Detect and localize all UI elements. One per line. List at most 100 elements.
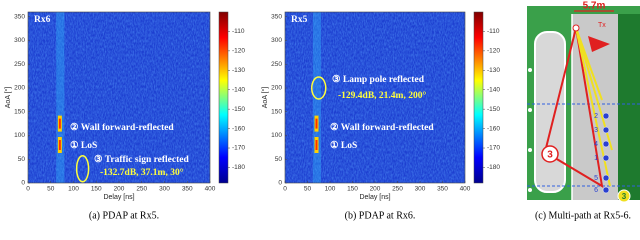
y-tick-label: 100 (14, 132, 25, 139)
x-tick-label: 400 (460, 186, 471, 193)
tx-arrow (588, 36, 610, 52)
building (534, 31, 566, 193)
y-tick-label: 300 (14, 37, 25, 44)
tx-label: Tx (598, 22, 606, 29)
spot-core (58, 118, 61, 129)
highlight (75, 155, 90, 183)
y-tick-label: 150 (271, 108, 282, 115)
x-tick-label: 50 (47, 186, 55, 193)
colorbar (473, 11, 484, 184)
y-tick-label: 0 (21, 180, 25, 187)
x-tick-label: 250 (136, 186, 147, 193)
annotation: ① LoS (330, 140, 357, 151)
y-tick-label: 150 (14, 108, 25, 115)
y-tick-label: 50 (18, 156, 26, 163)
x-tick-label: 150 (91, 186, 102, 193)
annotation: ③ Lamp pole reflected (332, 74, 425, 85)
colorbar-tick-label: -170 (487, 145, 500, 152)
annotation: -132.7dB, 37.1m, 30° (100, 167, 184, 178)
posts (528, 68, 532, 192)
heatmap-noise (28, 12, 210, 183)
x-tick-label: 200 (370, 186, 381, 193)
tx (572, 24, 580, 32)
rx-point-label: 2 (594, 113, 598, 120)
distance: 5.7m (583, 1, 606, 12)
median (618, 14, 640, 200)
y-tick-label: 200 (14, 85, 25, 92)
x-tick-label: 350 (437, 186, 448, 193)
rx-label: Rx5 (291, 15, 308, 25)
rx-point (602, 112, 610, 120)
y-tick-label: 300 (271, 37, 282, 44)
path-yellow-marker (617, 189, 631, 203)
panels: 0 50 100 150 200 250 300 350 400 0 50 100 150 200 250 3… (4, 11, 500, 221)
path-yellow (575, 27, 613, 187)
colorbar-tick-label: -160 (232, 125, 245, 132)
map: 5.7m Tx 3 3 2 3 4 1 5 6 (c) Multi-path at Rx5… (527, 1, 640, 221)
annotation: ② Wall forward-reflected (70, 122, 174, 133)
rx-point-label: 6 (594, 187, 598, 194)
y-tick-label: 350 (271, 13, 282, 20)
path-red-label: 3 (547, 150, 553, 161)
spot-core (315, 140, 318, 150)
rx-point-label: 5 (594, 175, 598, 182)
colorbar-tick-label: -130 (487, 67, 500, 74)
caption: (a) PDAP at Rx5. (89, 210, 159, 221)
colorbar-tick-label: -110 (487, 28, 500, 35)
x-axis-label: Delay [ns] (103, 194, 134, 201)
y-tick-label: 250 (271, 61, 282, 68)
colorbar-tick-label: -130 (232, 67, 245, 74)
colorbar-tick-label: -150 (487, 106, 500, 113)
y-tick-label: 350 (14, 13, 25, 20)
y-tick-label: 50 (275, 156, 283, 163)
colorbar-tick-label: -170 (232, 145, 245, 152)
delay-streak (56, 12, 65, 183)
path-red (543, 27, 604, 188)
colorbar-tick-label: -150 (232, 106, 245, 113)
rx-point-label: 4 (594, 141, 598, 148)
pdap-panel: 0 50 100 150 200 250 300 350 400 0 50 100 150 200 250 3… (4, 11, 245, 221)
spot-core (315, 118, 318, 129)
rx-point (602, 126, 610, 134)
annotation: ② Wall forward-reflected (330, 122, 434, 133)
colorbar-tick-label: -180 (487, 164, 500, 171)
y-tick-label: 0 (278, 180, 282, 187)
x-tick-label: 350 (182, 186, 193, 193)
rx-point (602, 186, 610, 194)
colorbar-tick-label: -120 (487, 48, 500, 55)
caption: (c) Multi-path at Rx5-6. (535, 210, 631, 221)
path-red-marker (541, 145, 559, 163)
highlight (311, 76, 327, 100)
figure: 0 50 100 150 200 250 300 350 4000501001502002503… (4, 1, 640, 221)
caption: (b) PDAP at Rx6. (345, 210, 416, 221)
rx-label: Rx6 (34, 15, 51, 25)
x-tick-label: 50 (304, 186, 312, 193)
y-axis-label: AoA [°] (4, 87, 12, 109)
colorbar-tick-label: -110 (232, 28, 245, 35)
rx-point (602, 140, 610, 148)
rx-point-label: 1 (594, 155, 598, 162)
x-tick-label: 0 (283, 186, 287, 193)
x-tick-label: 300 (159, 186, 170, 193)
y-tick-label: 250 (14, 61, 25, 68)
rx-point (602, 154, 610, 162)
delay-streak (312, 12, 321, 183)
annotation: -129.4dB, 21.4m, 200° (338, 90, 426, 101)
x-tick-label: 100 (325, 186, 336, 193)
colorbar-tick-label: -180 (232, 164, 245, 171)
colorbar-tick-label: -140 (487, 86, 500, 93)
colorbar-tick-label: -140 (232, 86, 245, 93)
spot-core (58, 140, 61, 150)
x-tick-label: 100 (68, 186, 79, 193)
y-axis-label: AoA [°] (261, 87, 269, 109)
x-axis-label: Delay [ns] (359, 194, 390, 201)
rx-point-label: 3 (594, 127, 598, 134)
colorbar-tick-label: -160 (487, 125, 500, 132)
colorbar-tick-label: -120 (232, 48, 245, 55)
x-tick-label: 150 (347, 186, 358, 193)
annotation: ③ Traffic sign reflected (94, 154, 189, 165)
x-tick-label: 200 (114, 186, 125, 193)
pdap-panel: 0 50 100 150 200 250 300 350 400 0 50 100 150 200 250 3… (261, 11, 500, 221)
rx-point (602, 174, 610, 182)
path-yellow-label: 3 (622, 192, 627, 201)
